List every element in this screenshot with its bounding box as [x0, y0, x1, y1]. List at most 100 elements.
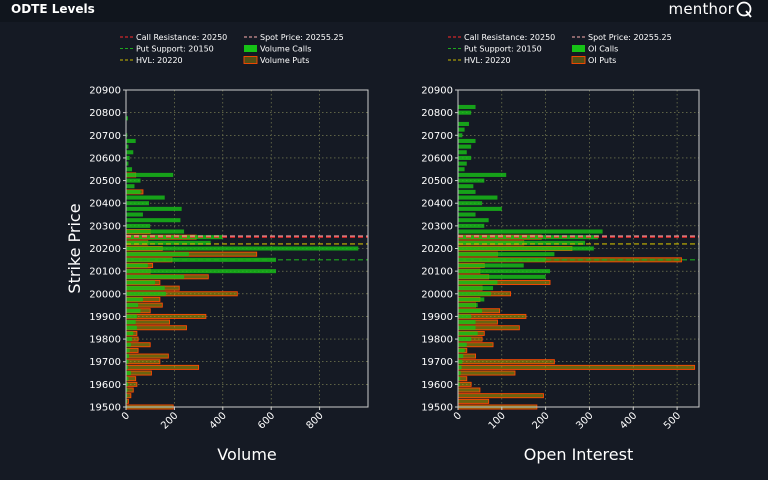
- y-tick-label: 20500: [89, 176, 121, 187]
- call-bar: [458, 331, 478, 336]
- call-bar: [458, 133, 463, 138]
- x-axis-title: Open Interest: [524, 445, 633, 464]
- call-bar: [126, 263, 148, 268]
- call-bar: [458, 342, 467, 347]
- put-bar: [125, 364, 200, 370]
- call-bar: [458, 370, 461, 376]
- call-bar: [458, 314, 472, 319]
- y-tick-label: 20300: [421, 221, 453, 232]
- call-bar: [458, 263, 524, 268]
- y-tick-label: 20600: [89, 153, 121, 164]
- put-bar: [457, 381, 472, 387]
- y-tick-label: 20400: [89, 199, 121, 210]
- call-bar: [126, 218, 181, 223]
- call-bar: [126, 274, 185, 279]
- x-tick-label: 0: [120, 410, 132, 422]
- call-bar: [126, 291, 166, 296]
- call-bar: [458, 246, 594, 251]
- call-bar: [126, 342, 131, 347]
- call-bar: [458, 155, 472, 160]
- legend-label: Spot Price: 20255.25: [588, 33, 672, 42]
- call-bar: [458, 206, 502, 211]
- call-bar: [126, 354, 129, 359]
- put-bar: [457, 393, 544, 399]
- call-bar: [458, 286, 494, 291]
- call-bar: [458, 201, 483, 206]
- call-bar: [458, 212, 476, 217]
- put-bar: [125, 353, 169, 359]
- put-bar: [457, 398, 490, 404]
- call-bar: [126, 229, 185, 234]
- call-bar: [126, 269, 277, 274]
- legend-label: Put Support: 20150: [136, 45, 214, 54]
- put-bar: [457, 364, 696, 370]
- y-tick-label: 20500: [421, 176, 453, 187]
- call-bar: [458, 218, 489, 223]
- call-bar: [458, 382, 460, 387]
- legend-swatch-puts: [243, 56, 258, 64]
- y-tick-label: 19500: [421, 403, 453, 414]
- call-bar: [458, 365, 462, 370]
- call-bar: [126, 184, 135, 189]
- call-bar: [458, 274, 546, 279]
- call-bar: [458, 348, 465, 353]
- call-bar: [126, 382, 128, 387]
- x-tick-label: 400: [208, 410, 229, 431]
- call-bar: [126, 308, 141, 313]
- y-tick-label: 20400: [421, 199, 453, 210]
- call-bar: [458, 195, 498, 200]
- legend-swatch-puts: [571, 56, 586, 64]
- call-bar: [458, 269, 551, 274]
- call-bar: [126, 348, 130, 353]
- call-bar: [458, 354, 464, 359]
- call-bar: [126, 178, 141, 183]
- call-bar: [126, 246, 359, 251]
- call-bar: [126, 116, 128, 121]
- call-bar: [458, 325, 476, 330]
- call-bar: [458, 138, 476, 143]
- call-bar: [126, 195, 165, 200]
- x-tick-label: 0: [452, 410, 464, 422]
- y-tick-label: 19800: [421, 335, 453, 346]
- call-bar: [126, 189, 141, 194]
- legend-label: Volume Calls: [260, 45, 311, 54]
- x-tick-label: 300: [574, 410, 595, 431]
- call-bar: [126, 370, 131, 376]
- call-bar: [458, 121, 469, 127]
- call-bar: [458, 161, 467, 166]
- y-tick-label: 20300: [89, 221, 121, 232]
- call-bar: [126, 252, 189, 257]
- call-bar: [458, 150, 467, 155]
- call-bar: [126, 325, 137, 330]
- call-bar: [458, 240, 586, 245]
- call-bar: [126, 376, 129, 381]
- call-bar: [126, 393, 128, 398]
- legend: Call Resistance: 20250 Spot Price: 20255.…: [448, 33, 672, 65]
- call-bar: [126, 150, 134, 155]
- legend-label: HVL: 20220: [136, 56, 183, 65]
- call-bar: [458, 229, 603, 234]
- x-tick-label: 400: [618, 410, 639, 431]
- y-tick-label: 19900: [421, 312, 453, 323]
- put-bar: [457, 387, 481, 393]
- y-tick-label: 19600: [421, 380, 453, 391]
- call-bar: [458, 337, 472, 342]
- y-tick-label: 19700: [89, 357, 121, 368]
- call-bar: [458, 320, 476, 325]
- y-tick-label: 19900: [89, 312, 121, 323]
- call-bar: [458, 104, 476, 110]
- x-tick-label: 600: [256, 410, 277, 431]
- call-bar: [126, 359, 129, 364]
- x-tick-label: 200: [159, 410, 180, 431]
- page-title: ODTE Levels: [11, 2, 95, 16]
- y-tick-label: 20800: [89, 108, 121, 119]
- call-bar: [458, 308, 483, 313]
- brand-q-icon: [736, 1, 752, 18]
- legend: Call Resistance: 20250 Spot Price: 20255.…: [120, 33, 344, 65]
- call-bar: [458, 376, 461, 381]
- call-bar: [126, 138, 136, 143]
- call-bar: [126, 387, 128, 393]
- call-bar: [126, 280, 156, 285]
- y-tick-label: 20000: [89, 289, 121, 300]
- chart-panel-0: 19500 19600 19700 19800 19900 20000 20100 20200…: [65, 33, 369, 464]
